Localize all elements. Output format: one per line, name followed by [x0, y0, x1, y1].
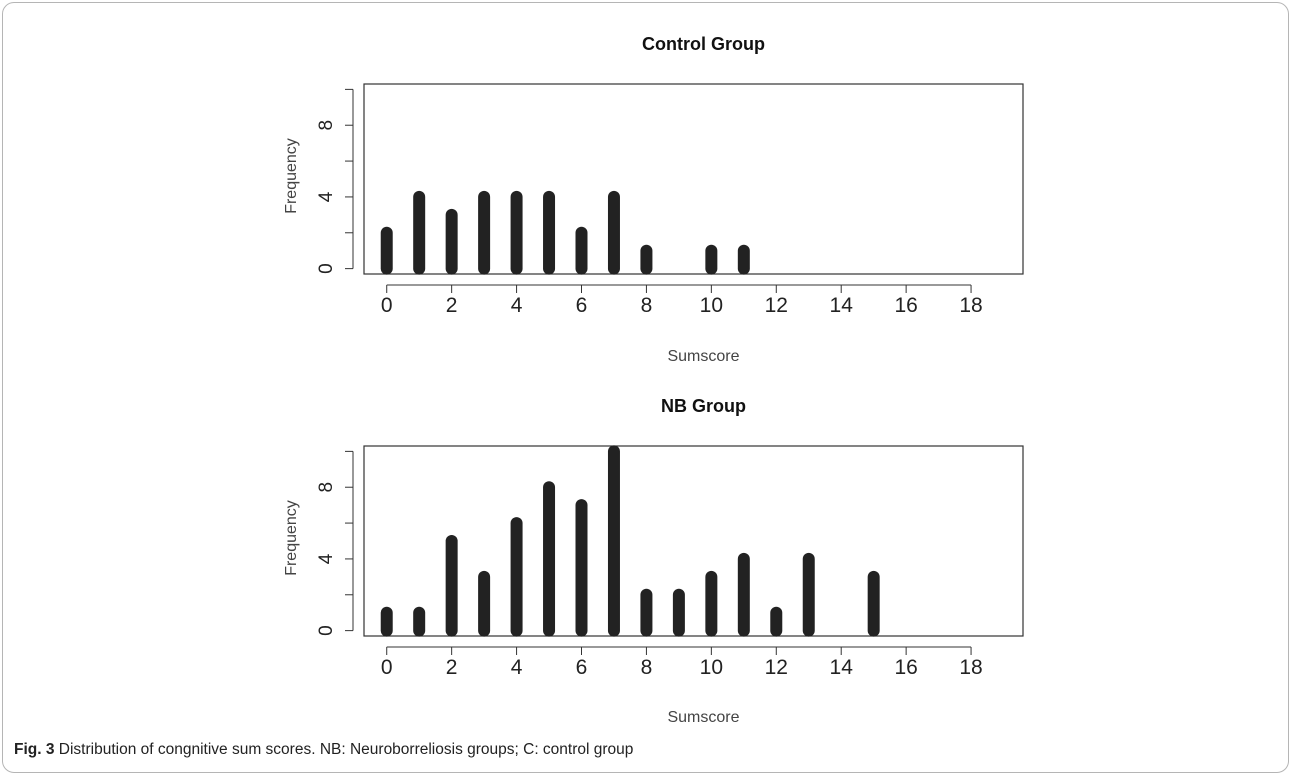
- x-tick-label: 4: [511, 294, 523, 317]
- y-axis-label: Frequency: [283, 138, 300, 214]
- x-tick-label: 18: [959, 294, 982, 317]
- chart-title: NB Group: [661, 396, 746, 416]
- x-tick-label: 14: [830, 656, 854, 679]
- x-tick-label: 6: [576, 656, 588, 679]
- x-tick-label: 6: [576, 294, 588, 317]
- y-tick-label: 8: [316, 120, 337, 131]
- x-tick-label: 4: [511, 656, 523, 679]
- x-tick-label: 8: [641, 294, 653, 317]
- figure-label: Fig. 3: [14, 741, 55, 758]
- plot-border: [363, 83, 1024, 275]
- x-tick-label: 14: [830, 294, 854, 317]
- plot-border: [363, 445, 1024, 637]
- y-axis-label: Frequency: [283, 500, 300, 576]
- figure-caption: Fig. 3 Distribution of congnitive sum sc…: [14, 741, 633, 759]
- x-tick-label: 2: [446, 656, 458, 679]
- x-axis-label: Sumscore: [667, 709, 739, 726]
- x-tick-label: 12: [765, 294, 788, 317]
- x-tick-label: 16: [894, 294, 917, 317]
- y-tick-label: 4: [316, 553, 337, 564]
- x-tick-label: 12: [765, 656, 788, 679]
- chart-panel: Control Group 0 2 4 6 8 10 12 14 16 18 0 4 8 Sumscore F…: [283, 34, 1024, 365]
- x-tick-label: 2: [446, 294, 458, 317]
- x-tick-label: 0: [381, 656, 393, 679]
- y-tick-label: 4: [316, 191, 337, 202]
- chart-panel: NB Group 0 2 4 6 8 10 12 14 16 18 0 4 8 Sumscore Freque…: [283, 396, 1024, 726]
- x-tick-label: 10: [700, 294, 723, 317]
- figure-caption-text: Distribution of congnitive sum scores. N…: [58, 741, 634, 758]
- y-tick-label: 0: [316, 263, 337, 274]
- x-tick-label: 16: [894, 656, 917, 679]
- x-tick-label: 8: [641, 656, 653, 679]
- y-tick-label: 8: [316, 482, 337, 493]
- x-axis-label: Sumscore: [667, 348, 739, 365]
- chart-title: Control Group: [642, 34, 765, 54]
- x-tick-label: 18: [959, 656, 982, 679]
- y-tick-label: 0: [316, 625, 337, 636]
- x-tick-label: 0: [381, 294, 393, 317]
- x-tick-label: 10: [700, 656, 723, 679]
